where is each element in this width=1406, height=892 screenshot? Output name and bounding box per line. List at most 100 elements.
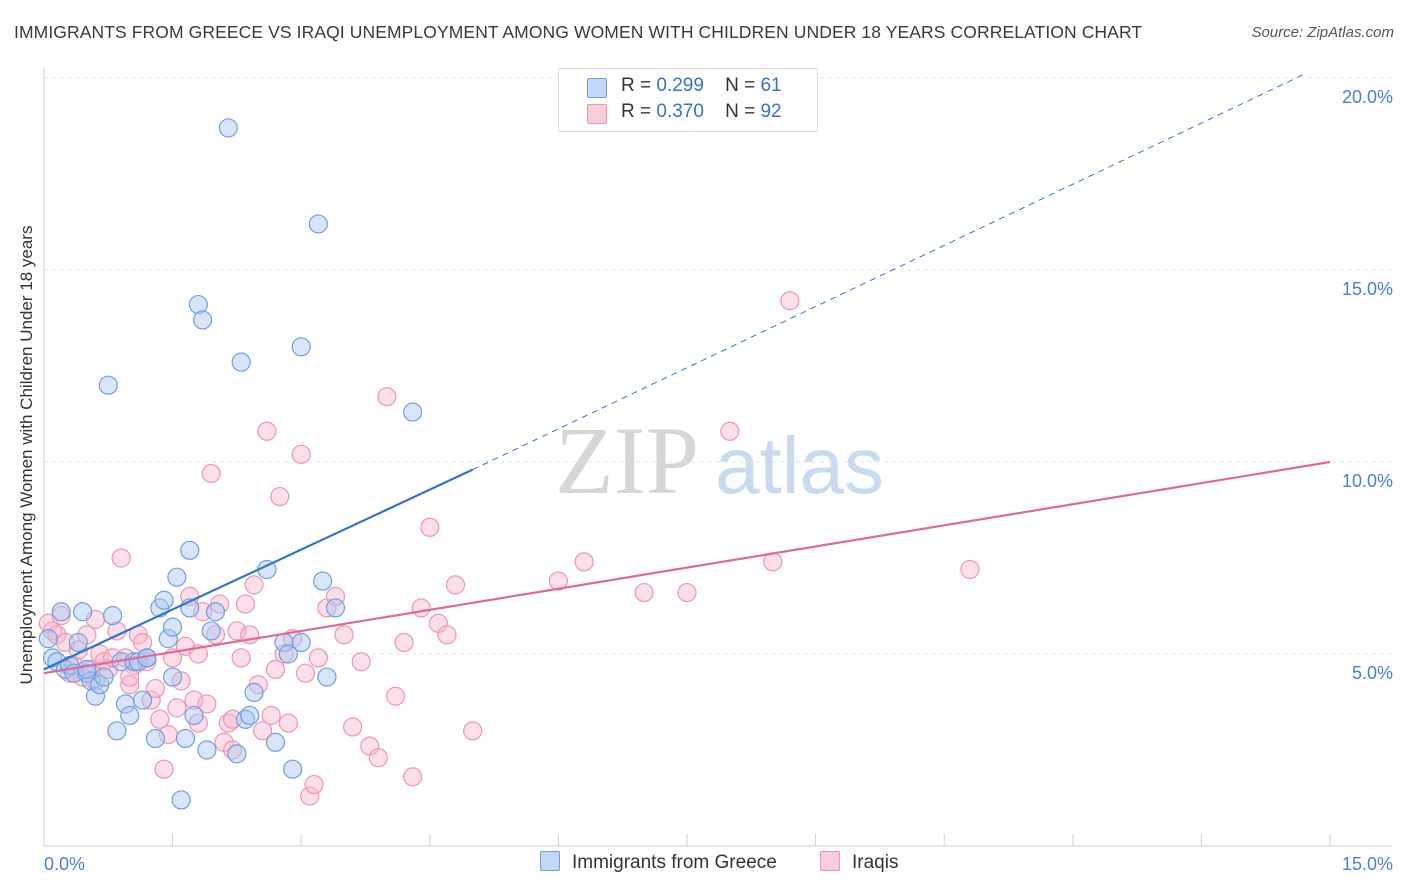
point-iraqis-27 xyxy=(154,759,174,779)
legend-r-value-greece: 0.299 xyxy=(656,75,704,96)
point-iraqis-73 xyxy=(403,767,423,787)
point-greece-56 xyxy=(317,667,337,687)
point-iraqis-83 xyxy=(677,582,697,603)
legend-r-label: R = xyxy=(621,75,652,96)
point-iraqis-59 xyxy=(295,663,316,683)
bottom-legend-swatch-iraqis xyxy=(820,851,840,871)
point-iraqis-70 xyxy=(377,387,397,407)
point-greece-22 xyxy=(132,690,153,710)
point-greece-3 xyxy=(51,602,71,622)
series-iraqis-points xyxy=(38,291,980,806)
legend-n-label: N = xyxy=(725,101,756,122)
watermark: ZIP atlas xyxy=(555,407,884,514)
point-iraqis-50 xyxy=(253,721,273,741)
source-label: Source: ZipAtlas.com xyxy=(1251,24,1394,41)
tick-labels: 5.0% 10.0% 15.0% 20.0% 0.0% 15.0% xyxy=(44,87,1393,874)
point-greece-34 xyxy=(184,705,204,726)
point-greece-51 xyxy=(283,759,303,779)
point-iraqis-74 xyxy=(411,598,431,618)
point-greece-33 xyxy=(180,540,200,560)
point-iraqis-26 xyxy=(150,709,170,729)
trend-lines xyxy=(43,73,1331,675)
legend-r-value-iraqis: 0.370 xyxy=(656,101,704,122)
point-iraqis-72 xyxy=(394,632,414,653)
point-greece-59 xyxy=(77,659,97,679)
point-greece-45 xyxy=(240,705,260,726)
point-iraqis-53 xyxy=(265,659,286,679)
point-iraqis-44 xyxy=(227,621,247,641)
point-greece-52 xyxy=(291,632,311,653)
point-iraqis-66 xyxy=(343,717,363,737)
point-greece-32 xyxy=(175,728,196,749)
point-greece-0 xyxy=(38,629,58,649)
point-iraqis-56 xyxy=(278,713,298,733)
point-iraqis-60 xyxy=(300,786,320,806)
point-greece-11 xyxy=(85,686,106,706)
point-iraqis-75 xyxy=(420,517,440,537)
point-greece-41 xyxy=(218,118,238,138)
point-greece-58 xyxy=(403,402,423,422)
bottom-legend-greece: Immigrants from Greece xyxy=(540,851,777,874)
chart-title: IMMIGRANTS FROM GREECE VS IRAQI UNEMPLOY… xyxy=(14,22,1143,42)
point-iraqis-86 xyxy=(780,291,800,311)
point-iraqis-30 xyxy=(167,698,187,718)
bottom-legend-label-iraqis: Iraqis xyxy=(852,852,899,873)
y-tick-label-3: 20.0% xyxy=(1342,87,1393,107)
point-iraqis-78 xyxy=(445,575,466,595)
point-iraqis-87 xyxy=(960,559,980,580)
point-greece-13 xyxy=(94,667,114,687)
point-greece-43 xyxy=(231,352,251,372)
point-iraqis-48 xyxy=(244,575,264,595)
point-greece-55 xyxy=(313,571,333,591)
point-iraqis-38 xyxy=(201,463,221,484)
point-iraqis-84 xyxy=(720,421,740,441)
point-iraqis-89 xyxy=(120,667,140,687)
point-greece-26 xyxy=(154,590,174,610)
point-iraqis-81 xyxy=(574,552,594,572)
point-greece-46 xyxy=(244,682,264,703)
point-greece-35 xyxy=(188,294,208,315)
point-greece-19 xyxy=(120,705,140,726)
point-greece-27 xyxy=(158,629,178,649)
point-iraqis-37 xyxy=(197,694,217,714)
point-greece-38 xyxy=(201,621,221,641)
legend-swatch-greece xyxy=(587,78,607,98)
watermark-zip: ZIP xyxy=(555,407,699,514)
point-iraqis-46 xyxy=(235,594,256,614)
trend-line-greece-extension xyxy=(472,73,1305,471)
trend-line-iraqis xyxy=(43,460,1331,675)
point-iraqis-54 xyxy=(270,486,290,507)
y-tick-label-2: 15.0% xyxy=(1342,279,1393,299)
point-iraqis-19 xyxy=(120,675,140,695)
bottom-legend-label-greece: Immigrants from Greece xyxy=(572,852,777,873)
point-greece-14 xyxy=(98,375,118,395)
stats-legend: R = 0.299 N = 61 R = 0.370 N = 92 xyxy=(558,68,818,132)
point-greece-57 xyxy=(325,598,346,618)
point-iraqis-61 xyxy=(304,774,324,795)
grid-lines xyxy=(44,77,1392,655)
point-greece-16 xyxy=(107,721,127,741)
point-greece-31 xyxy=(171,790,191,810)
point-greece-28 xyxy=(163,617,183,637)
point-iraqis-65 xyxy=(334,625,354,645)
point-iraqis-34 xyxy=(184,690,204,710)
point-greece-29 xyxy=(163,667,183,687)
point-iraqis-77 xyxy=(437,625,457,645)
legend-n-value-greece: 61 xyxy=(760,75,782,96)
point-greece-53 xyxy=(291,337,311,357)
point-iraqis-22 xyxy=(132,632,153,653)
point-greece-36 xyxy=(193,310,213,330)
point-greece-50 xyxy=(278,644,298,664)
legend-swatch-iraqis xyxy=(587,104,607,124)
point-greece-54 xyxy=(308,214,328,234)
axes xyxy=(43,68,1392,847)
x-tick-label-0: 0.0% xyxy=(44,854,85,874)
point-greece-48 xyxy=(265,732,286,752)
point-greece-39 xyxy=(205,602,226,622)
point-iraqis-64 xyxy=(325,586,346,607)
point-iraqis-82 xyxy=(634,582,654,603)
point-greece-42 xyxy=(227,744,247,764)
bottom-legend-iraqis: Iraqis xyxy=(820,851,898,874)
point-iraqis-69 xyxy=(368,748,388,768)
